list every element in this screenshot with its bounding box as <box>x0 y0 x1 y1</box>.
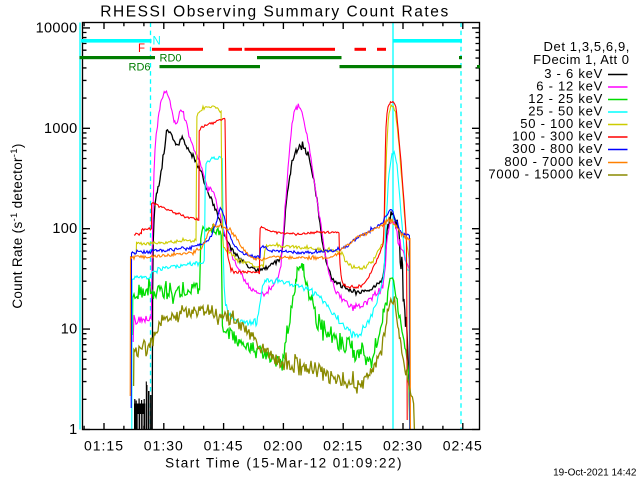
svg-text:1: 1 <box>69 422 77 438</box>
svg-text:01:45: 01:45 <box>204 438 244 454</box>
svg-text:12 - 25 keV: 12 - 25 keV <box>528 91 603 106</box>
svg-text:Count Rate (s-1 detector-1): Count Rate (s-1 detector-1) <box>9 143 25 308</box>
svg-text:01:15: 01:15 <box>84 438 124 454</box>
svg-text:RHESSI Observing Summary Count: RHESSI Observing Summary Count Rates <box>100 4 450 21</box>
svg-text:10000: 10000 <box>36 20 78 36</box>
svg-text:RD6: RD6 <box>129 62 151 74</box>
svg-text:02:00: 02:00 <box>263 438 303 454</box>
svg-text:19-Oct-2021 14:42: 19-Oct-2021 14:42 <box>553 468 637 479</box>
svg-text:01:30: 01:30 <box>144 438 184 454</box>
svg-text:7000 - 15000 keV: 7000 - 15000 keV <box>488 167 603 182</box>
svg-text:RD0: RD0 <box>160 53 182 65</box>
svg-text:25 - 50 keV: 25 - 50 keV <box>528 104 603 119</box>
svg-text:300 - 800 keV: 300 - 800 keV <box>512 141 603 156</box>
svg-text:10: 10 <box>61 322 78 338</box>
svg-text:100: 100 <box>52 221 77 237</box>
svg-text:100 - 300 keV: 100 - 300 keV <box>512 129 603 144</box>
svg-text:02:30: 02:30 <box>383 438 423 454</box>
svg-text:N: N <box>153 36 161 48</box>
svg-text:Start Time (15-Mar-12 01:09:22: Start Time (15-Mar-12 01:09:22) <box>165 456 403 471</box>
svg-text:F: F <box>138 43 145 55</box>
svg-text:Det 1,3,5,6,9,: Det 1,3,5,6,9, <box>544 39 630 54</box>
svg-text:1000: 1000 <box>44 121 77 137</box>
svg-text:50 - 100 keV: 50 - 100 keV <box>520 116 603 131</box>
svg-text:02:45: 02:45 <box>443 438 483 454</box>
svg-text:3 - 6 keV: 3 - 6 keV <box>544 66 603 81</box>
svg-text:02:15: 02:15 <box>323 438 363 454</box>
svg-text:800 - 7000 keV: 800 - 7000 keV <box>504 154 603 169</box>
svg-text:FDecim 1, Att 0: FDecim 1, Att 0 <box>533 52 629 67</box>
svg-text:6 - 12 keV: 6 - 12 keV <box>536 79 603 94</box>
